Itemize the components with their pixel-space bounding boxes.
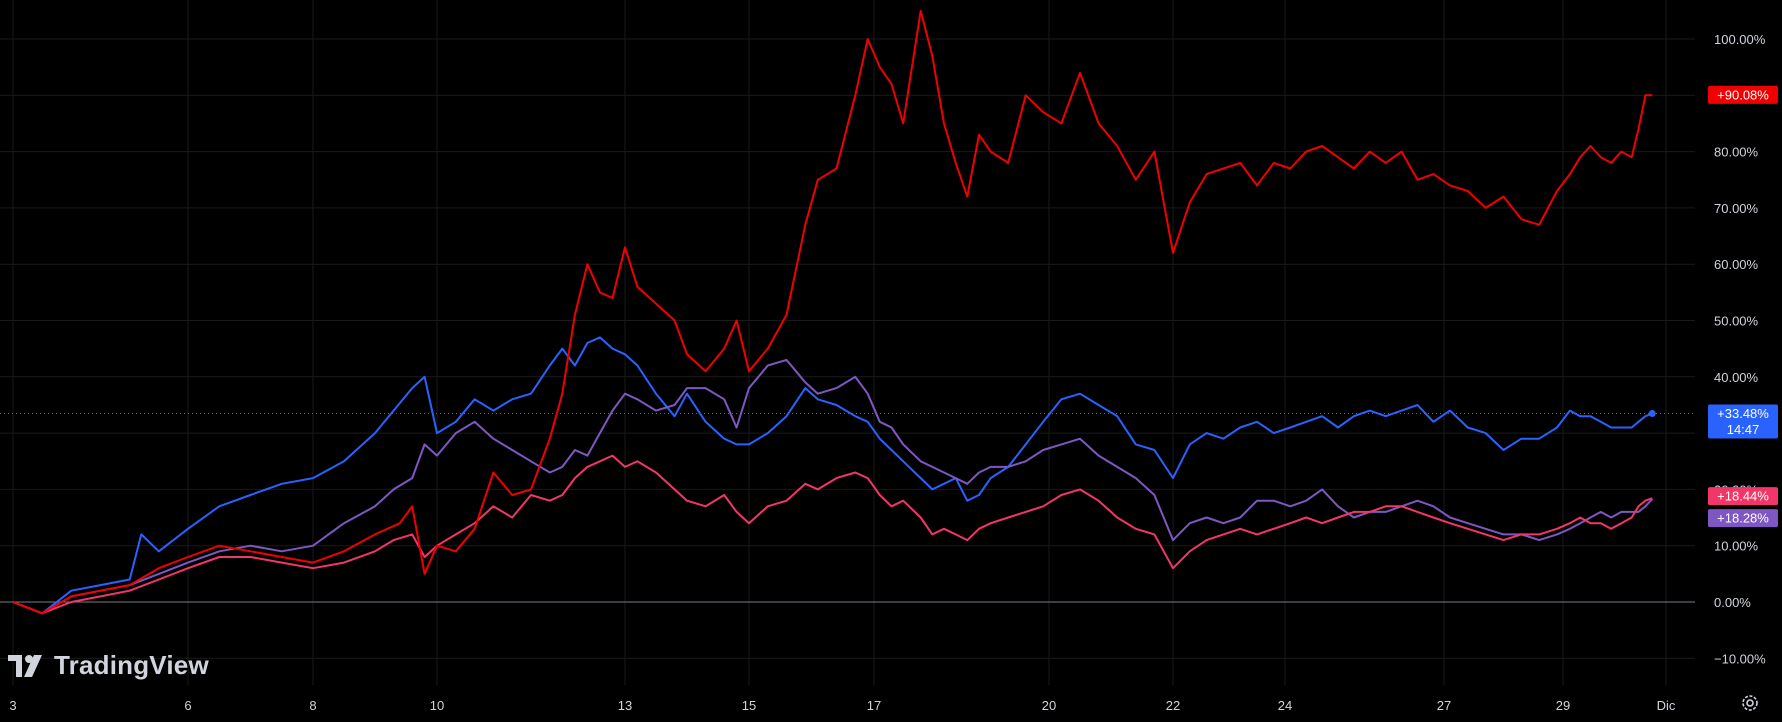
last-value-text: +18.44% [1717, 489, 1769, 504]
y-tick-label: 0.00% [1714, 595, 1751, 610]
y-tick-label: 40.00% [1714, 370, 1759, 385]
x-tick-label: Dic [1657, 698, 1676, 713]
x-tick-label: 24 [1278, 698, 1292, 713]
series-line [12, 358, 1654, 615]
y-axis[interactable]: 100.00%90.00%80.00%70.00%60.00%50.00%40.… [1714, 32, 1766, 666]
y-tick-label: 70.00% [1714, 201, 1759, 216]
last-value-labels: +90.08% +33.48%14:47 +18.44% +18.28% [1708, 85, 1778, 528]
x-tick-label: 15 [742, 698, 756, 713]
grid-lines [0, 0, 1695, 685]
x-tick-label: 22 [1166, 698, 1180, 713]
x-tick-label: 20 [1042, 698, 1056, 713]
last-value-text: +90.08% [1717, 87, 1769, 102]
series-line [12, 336, 1653, 615]
x-tick-label: 29 [1556, 698, 1570, 713]
x-tick-label: 27 [1437, 698, 1451, 713]
x-tick-label: 13 [618, 698, 632, 713]
series-line [12, 9, 1653, 615]
y-tick-label: 80.00% [1714, 145, 1759, 160]
last-value-badge [1708, 509, 1778, 528]
series-line [12, 454, 1653, 615]
y-tick-label: −10.00% [1714, 651, 1766, 666]
logo-text: TradingView [54, 650, 209, 680]
tradingview-logo-icon [8, 654, 42, 677]
tradingview-logo[interactable]: TradingView [8, 650, 209, 681]
y-tick-label: 100.00% [1714, 32, 1766, 47]
x-tick-label: 17 [867, 698, 881, 713]
x-tick-label: 6 [184, 698, 191, 713]
series-lines [12, 9, 1656, 615]
last-value-badge [1708, 85, 1778, 104]
y-tick-label: 50.00% [1714, 314, 1759, 329]
x-axis[interactable]: 3 6 8 10 13 15 17 20 22 24 27 29 Dic [9, 698, 1676, 713]
last-value-badge [1708, 487, 1778, 506]
series-end-dot [1648, 410, 1656, 418]
last-value-text: +33.48% [1717, 406, 1769, 421]
last-value-text: +18.28% [1717, 511, 1769, 526]
y-tick-label: 10.00% [1714, 539, 1759, 554]
settings-gear-icon[interactable] [1740, 693, 1760, 713]
last-value-badge [1708, 404, 1778, 439]
x-tick-label: 3 [9, 698, 16, 713]
x-tick-label: 10 [430, 698, 444, 713]
x-tick-label: 8 [309, 698, 316, 713]
countdown-text: 14:47 [1727, 422, 1760, 437]
y-tick-label: 60.00% [1714, 257, 1759, 272]
